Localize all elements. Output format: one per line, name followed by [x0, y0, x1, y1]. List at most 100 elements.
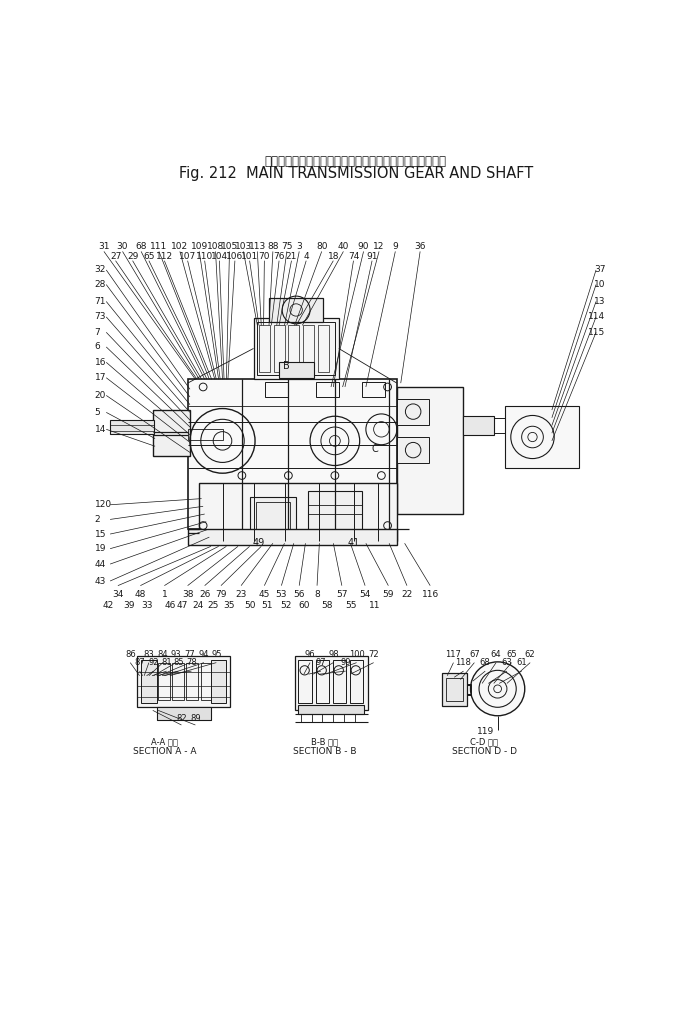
- Text: 31: 31: [98, 243, 110, 252]
- Bar: [397, 387, 463, 514]
- Text: 11: 11: [368, 602, 380, 611]
- Text: 52: 52: [280, 602, 292, 611]
- Text: 111: 111: [150, 243, 167, 252]
- Text: 93: 93: [171, 650, 181, 658]
- Text: 80: 80: [316, 243, 327, 252]
- Bar: [308, 491, 362, 537]
- Text: 12: 12: [373, 243, 385, 252]
- Text: 104: 104: [211, 252, 228, 261]
- Text: 100: 100: [349, 650, 364, 658]
- Text: 29: 29: [127, 252, 138, 261]
- Text: 10: 10: [594, 280, 605, 289]
- Bar: [201, 662, 213, 700]
- Text: 112: 112: [156, 252, 173, 261]
- Text: 61: 61: [516, 658, 527, 667]
- Text: 55: 55: [345, 602, 357, 611]
- Bar: [442, 673, 466, 706]
- Text: SECTION D - D: SECTION D - D: [452, 747, 517, 755]
- Text: 41: 41: [348, 538, 359, 548]
- Text: 82: 82: [176, 714, 187, 723]
- Text: メイン　トランスミッション　ギヤー　および　シャフト: メイン トランスミッション ギヤー および シャフト: [265, 155, 447, 168]
- Text: 94: 94: [199, 650, 209, 658]
- Bar: [257, 321, 335, 375]
- Text: 53: 53: [276, 589, 287, 599]
- Text: 92: 92: [148, 658, 158, 667]
- Text: 17: 17: [95, 373, 106, 382]
- Text: 8: 8: [314, 589, 320, 599]
- Bar: [269, 298, 323, 321]
- Text: 113: 113: [249, 243, 266, 252]
- Bar: [493, 418, 508, 433]
- Bar: [259, 326, 270, 372]
- Text: 74: 74: [348, 252, 359, 261]
- Text: 116: 116: [422, 589, 439, 599]
- Text: 117: 117: [445, 650, 461, 658]
- Text: 20: 20: [95, 391, 106, 400]
- Text: 26: 26: [199, 589, 211, 599]
- Text: 65: 65: [506, 650, 517, 658]
- Bar: [211, 660, 227, 703]
- Text: 107: 107: [179, 252, 196, 261]
- Bar: [186, 662, 197, 700]
- Text: 59: 59: [383, 589, 394, 599]
- Text: 68: 68: [480, 658, 491, 667]
- Bar: [250, 497, 296, 540]
- Bar: [445, 678, 463, 702]
- Bar: [188, 379, 397, 530]
- Text: 91: 91: [366, 252, 378, 261]
- Text: 87: 87: [134, 658, 145, 667]
- Text: B-B 断面: B-B 断面: [311, 737, 338, 746]
- Text: SECTION B - B: SECTION B - B: [293, 747, 357, 755]
- Text: 85: 85: [173, 658, 183, 667]
- Text: 13: 13: [594, 297, 605, 306]
- Text: 62: 62: [525, 650, 535, 658]
- Bar: [188, 430, 223, 440]
- Bar: [288, 326, 300, 372]
- Bar: [153, 410, 190, 456]
- Text: B: B: [284, 361, 291, 371]
- Text: 2: 2: [95, 515, 100, 524]
- Bar: [172, 662, 183, 700]
- Text: 5: 5: [95, 407, 100, 417]
- Text: 67: 67: [469, 650, 480, 658]
- Text: 16: 16: [95, 358, 106, 367]
- Text: 70: 70: [259, 252, 270, 261]
- Text: 63: 63: [502, 658, 512, 667]
- Bar: [350, 660, 363, 703]
- Text: 114: 114: [588, 312, 605, 321]
- Text: 73: 73: [95, 312, 106, 321]
- Text: 37: 37: [594, 266, 605, 274]
- Text: 9: 9: [393, 243, 398, 252]
- Text: C: C: [372, 444, 379, 454]
- Text: 78: 78: [186, 658, 197, 667]
- Bar: [316, 381, 338, 397]
- Text: 7: 7: [95, 328, 100, 337]
- Text: 15: 15: [95, 530, 106, 539]
- Text: 108: 108: [207, 243, 224, 252]
- Text: 49: 49: [253, 538, 265, 548]
- Bar: [295, 656, 368, 711]
- Text: 97: 97: [316, 658, 326, 667]
- Text: 79: 79: [215, 589, 227, 599]
- Text: 71: 71: [95, 297, 106, 306]
- Text: 68: 68: [136, 243, 147, 252]
- Bar: [463, 417, 493, 435]
- Text: 105: 105: [221, 243, 238, 252]
- Text: Fig. 212  MAIN TRANSMISSION GEAR AND SHAFT: Fig. 212 MAIN TRANSMISSION GEAR AND SHAF…: [179, 166, 533, 181]
- Bar: [298, 705, 364, 714]
- Text: 51: 51: [262, 602, 273, 611]
- Text: 3: 3: [296, 243, 302, 252]
- Text: 83: 83: [143, 650, 154, 658]
- Text: 95: 95: [211, 650, 222, 658]
- Text: A-A 断面: A-A 断面: [151, 737, 178, 746]
- Bar: [199, 483, 397, 541]
- Text: 27: 27: [110, 252, 121, 261]
- Text: 64: 64: [491, 650, 501, 658]
- Bar: [316, 660, 329, 703]
- Text: 47: 47: [177, 602, 188, 611]
- Bar: [303, 326, 314, 372]
- Bar: [156, 707, 211, 721]
- Text: 30: 30: [117, 243, 129, 252]
- Bar: [362, 381, 385, 397]
- Bar: [137, 656, 230, 707]
